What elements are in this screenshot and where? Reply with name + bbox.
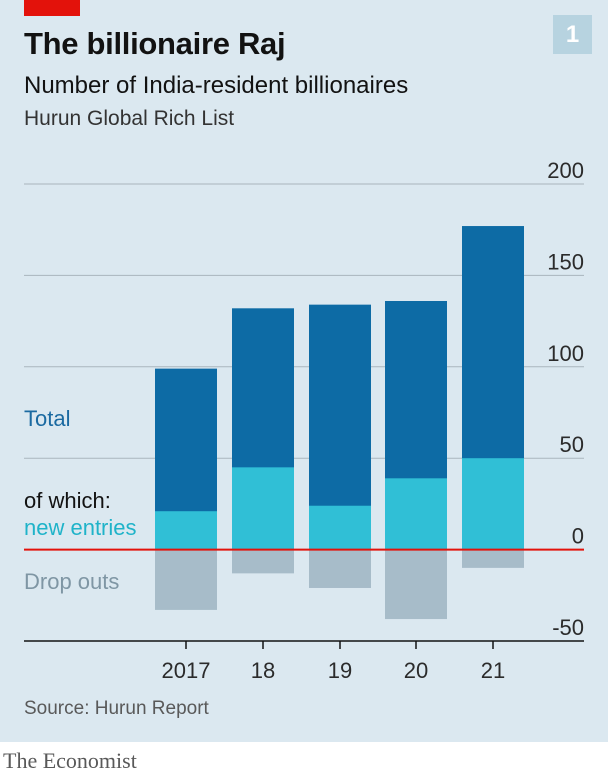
y-tick-label: 0: [572, 524, 584, 549]
bar-drop-outs: [309, 549, 371, 588]
bar-new-entries: [385, 478, 447, 550]
legend-total: Total: [24, 406, 71, 431]
brand-red-tab: [24, 0, 80, 16]
bar-drop-outs: [462, 549, 524, 568]
chart-subtitle: Number of India-resident billionaires: [24, 72, 409, 99]
bar-chart: 200 150 100 50 0 -50 2017 18 19 20 21: [24, 158, 584, 683]
economist-logo-text: The Economist: [3, 748, 137, 773]
y-tick-label: 100: [547, 341, 584, 366]
legend-of-which: of which:: [24, 488, 111, 513]
legend-new-entries: new entries: [24, 515, 137, 540]
x-tick-label: 21: [481, 658, 505, 683]
y-tick-label: 50: [560, 432, 584, 457]
y-tick-label: 150: [547, 249, 584, 274]
x-tick-label: 18: [251, 658, 275, 683]
x-tick-label: 2017: [162, 658, 211, 683]
x-tick-label: 19: [328, 658, 352, 683]
bar-new-entries: [462, 458, 524, 550]
bar-drop-outs: [385, 549, 447, 620]
bar-drop-outs: [232, 549, 294, 574]
legend-drop-outs: Drop outs: [24, 569, 120, 594]
footer-source: Source: Hurun Report: [24, 698, 209, 719]
bar-new-entries: [232, 467, 294, 550]
bar-drop-outs: [155, 549, 217, 610]
y-tick-label: 200: [547, 158, 584, 183]
y-tick-label: -50: [552, 615, 584, 640]
chart-title: The billionaire Raj: [24, 26, 286, 61]
bar-new-entries: [309, 505, 371, 550]
chart-number-badge: 1: [553, 15, 592, 54]
x-tick-label: 20: [404, 658, 428, 683]
bar-new-entries: [155, 511, 217, 550]
data-list-source: Hurun Global Rich List: [24, 107, 235, 130]
